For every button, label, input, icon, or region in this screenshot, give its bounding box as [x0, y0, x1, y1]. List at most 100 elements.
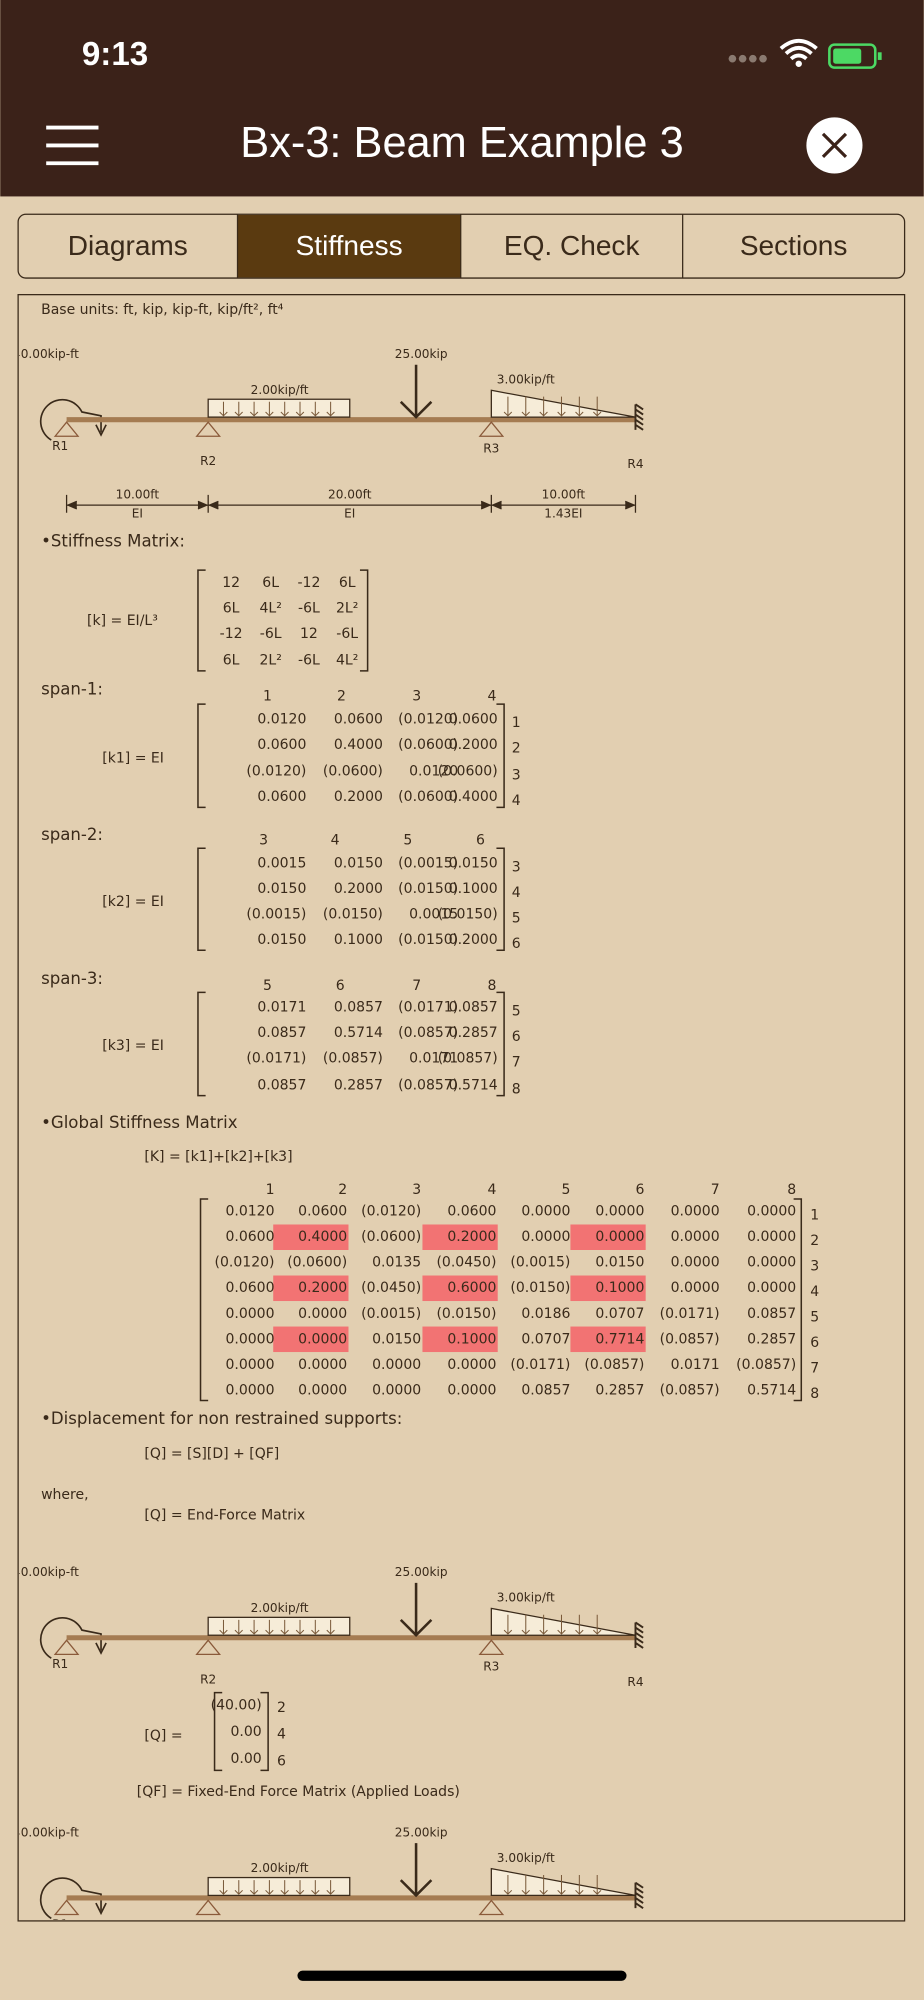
matrix-cell: (0.0150): [323, 907, 383, 923]
support-label: R1: [52, 439, 68, 453]
matrix-cell: 0.0000: [298, 1357, 347, 1373]
tri-arrow: [593, 1875, 602, 1895]
support-label: R3: [483, 1920, 499, 1934]
matrix-cell: (0.0171): [398, 1000, 458, 1016]
matrix-cell: 0.2000: [449, 932, 498, 948]
tri-arrow: [593, 396, 602, 417]
matrix-cell: 0.0000: [225, 1357, 274, 1373]
support-label: R1: [52, 1657, 68, 1671]
matrix-cell: 0.0000: [747, 1204, 796, 1220]
matrix-cell: 4L²: [259, 600, 281, 616]
moment-arrowhead: [95, 1902, 107, 1916]
point-load-arrow: [399, 1843, 433, 1898]
column-index: 2: [338, 1182, 347, 1198]
moment-arrow: [39, 1877, 102, 1920]
matrix-cell: 0.0600: [257, 737, 306, 753]
matrix-cell: (0.0015): [510, 1255, 570, 1271]
tri-arrow: [575, 1875, 584, 1895]
column-index: 1: [266, 1182, 275, 1198]
matrix-cell: 0.0857: [334, 1000, 383, 1016]
tri-load-label: 3.00kip/ft: [497, 1591, 555, 1605]
matrix-cell: 0.6000: [447, 1280, 496, 1296]
dim-arrow: [66, 500, 209, 510]
matrix-cell: 0.0000: [372, 1382, 421, 1398]
udl-arrow: [234, 1619, 243, 1635]
matrix-cell: -12: [220, 626, 243, 642]
tri-arrow: [557, 396, 566, 417]
matrix-cell: (0.0171): [660, 1306, 720, 1322]
support-label: R3: [483, 441, 499, 455]
span-length: 10.00ft: [542, 487, 586, 501]
tab[interactable]: Stiffness: [296, 230, 403, 261]
matrix-cell: 0.0707: [521, 1331, 570, 1347]
matrix-cell: -6L: [336, 626, 358, 642]
tri-arrow: [503, 1614, 513, 1635]
matrix-cell: 0.1000: [447, 1331, 496, 1347]
row-index: 3: [512, 768, 521, 784]
matrix-cell: 0.0120: [225, 1204, 274, 1220]
tab[interactable]: Diagrams: [68, 230, 188, 261]
matrix-cell: 0.0000: [447, 1382, 496, 1398]
span-length: 20.00ft: [328, 487, 372, 501]
row-index: 3: [810, 1259, 819, 1275]
matrix-cell: 0.0000: [747, 1255, 796, 1271]
matrix-cell: 2L²: [259, 653, 281, 669]
matrix-cell: 0.4000: [449, 789, 498, 805]
matrix-cell: 0.0015: [409, 907, 458, 923]
matrix-cell: 0.0171: [257, 1000, 306, 1016]
matrix-cell: 0.5714: [449, 1077, 498, 1093]
tab[interactable]: Sections: [740, 230, 848, 261]
matrix-cell: 0.0600: [257, 789, 306, 805]
matrix-cell: (0.0857): [660, 1331, 720, 1347]
matrix-cell: 0.0150: [595, 1255, 644, 1271]
moment-arrow: [39, 1617, 102, 1659]
dim-ticks: [65, 494, 637, 513]
matrix-cell: 0.0120: [257, 711, 306, 727]
matrix-cell: 0.2000: [449, 737, 498, 753]
row-index: 8: [512, 1081, 521, 1097]
moment-label: 40.00kip-ft: [13, 347, 79, 361]
column-index: 3: [412, 688, 421, 704]
matrix-cell: 0.00: [231, 1724, 262, 1740]
tab[interactable]: EQ. Check: [504, 230, 641, 261]
matrix-cell: (0.0450): [361, 1280, 421, 1296]
udl-arrow: [326, 401, 335, 417]
udl-arrow: [295, 1619, 305, 1635]
row-index: 1: [810, 1208, 819, 1224]
menu-button[interactable]: [46, 125, 99, 166]
point-load-label: 25.00kip: [395, 1825, 448, 1839]
support-label: R1: [52, 1917, 68, 1931]
udl-arrow: [280, 1880, 289, 1895]
moment-label: 40.00kip-ft: [13, 1825, 79, 1839]
matrix-cell: 0.0600: [225, 1280, 274, 1296]
matrix-cell: 0.0000: [447, 1357, 496, 1373]
matrix-cell: (40.00): [211, 1697, 262, 1713]
matrix-cell: 0.2857: [334, 1077, 383, 1093]
column-index: 5: [263, 978, 272, 994]
udl-arrow: [326, 1619, 335, 1635]
matrix-bracket: [197, 847, 505, 952]
row-index: 4: [512, 885, 521, 901]
matrix-cell: (0.0120): [398, 711, 458, 727]
matrix-cell: 0.0150: [334, 856, 383, 872]
moment-label: 40.00kip-ft: [13, 1565, 79, 1579]
highlight-cell: [273, 1224, 349, 1250]
matrix-cell: 0.0135: [372, 1255, 421, 1271]
section-heading: •Displacement for non restrained support…: [41, 1409, 402, 1428]
matrix-cell: 0.0600: [225, 1229, 274, 1245]
matrix-cell: 0.0000: [372, 1357, 421, 1373]
matrix-cell: (0.0857): [398, 1025, 458, 1041]
definition: [QF] = Fixed-End Force Matrix (Applied L…: [137, 1784, 460, 1800]
matrix-cell: 0.7714: [595, 1331, 644, 1347]
column-index: 6: [635, 1182, 644, 1198]
matrix-cell: (0.0120): [361, 1204, 421, 1220]
definition: [Q] = End-Force Matrix: [144, 1507, 305, 1523]
close-button[interactable]: [806, 117, 863, 174]
udl-box: [207, 1876, 351, 1897]
matrix-label: [k1] = EI: [102, 750, 164, 766]
row-index: 4: [512, 793, 521, 809]
column-index: 3: [412, 1182, 421, 1198]
pin-support: [478, 421, 505, 437]
matrix-cell: 0.1000: [449, 881, 498, 897]
